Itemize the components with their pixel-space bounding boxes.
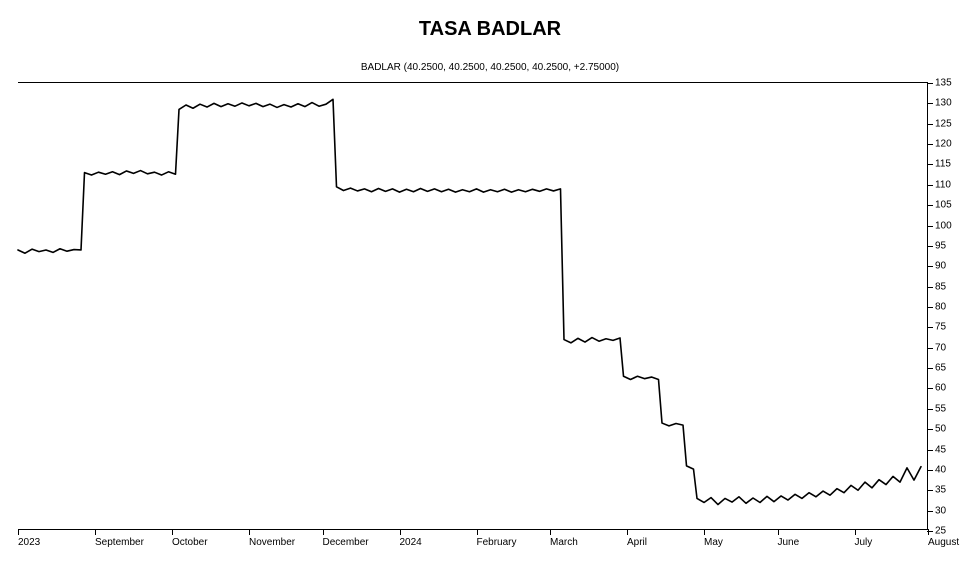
x-axis-label: 2023 [18, 529, 40, 548]
y-axis-label: 130 [927, 98, 952, 109]
x-axis-label: February [477, 529, 517, 548]
x-axis-label: August [928, 529, 959, 548]
y-axis-label: 125 [927, 118, 952, 129]
chart-subtitle: BADLAR (40.2500, 40.2500, 40.2500, 40.25… [0, 62, 980, 73]
y-axis-label: 65 [927, 363, 946, 374]
y-axis-label: 55 [927, 403, 946, 414]
chart-plot-area: 2530354045505560657075808590951001051101… [18, 82, 928, 530]
x-axis-label: July [855, 529, 873, 548]
y-axis-label: 115 [927, 159, 951, 170]
y-axis-label: 60 [927, 383, 946, 394]
x-axis-label: May [704, 529, 723, 548]
y-axis-label: 110 [927, 179, 951, 190]
x-axis-label: 2024 [400, 529, 422, 548]
y-axis-label: 135 [927, 78, 952, 89]
y-axis-label: 50 [927, 424, 946, 435]
x-axis-label: November [249, 529, 295, 548]
x-axis-label: September [95, 529, 144, 548]
badlar-line [18, 99, 921, 504]
y-axis-label: 95 [927, 240, 946, 251]
y-axis-label: 80 [927, 302, 946, 313]
y-axis-label: 105 [927, 200, 952, 211]
x-axis-label: October [172, 529, 208, 548]
x-axis-label: June [778, 529, 800, 548]
line-series [18, 83, 928, 531]
y-axis-label: 70 [927, 342, 946, 353]
y-axis-label: 30 [927, 505, 946, 516]
x-axis-label: April [627, 529, 647, 548]
y-axis-label: 100 [927, 220, 952, 231]
chart-title: TASA BADLAR [0, 18, 980, 41]
y-axis-label: 120 [927, 139, 952, 150]
x-axis-label: December [323, 529, 369, 548]
y-axis-label: 90 [927, 261, 946, 272]
x-axis-label: March [550, 529, 578, 548]
y-axis-label: 35 [927, 485, 946, 496]
y-axis-label: 45 [927, 444, 946, 455]
y-axis-label: 40 [927, 464, 946, 475]
y-axis-label: 75 [927, 322, 946, 333]
y-axis-label: 85 [927, 281, 946, 292]
